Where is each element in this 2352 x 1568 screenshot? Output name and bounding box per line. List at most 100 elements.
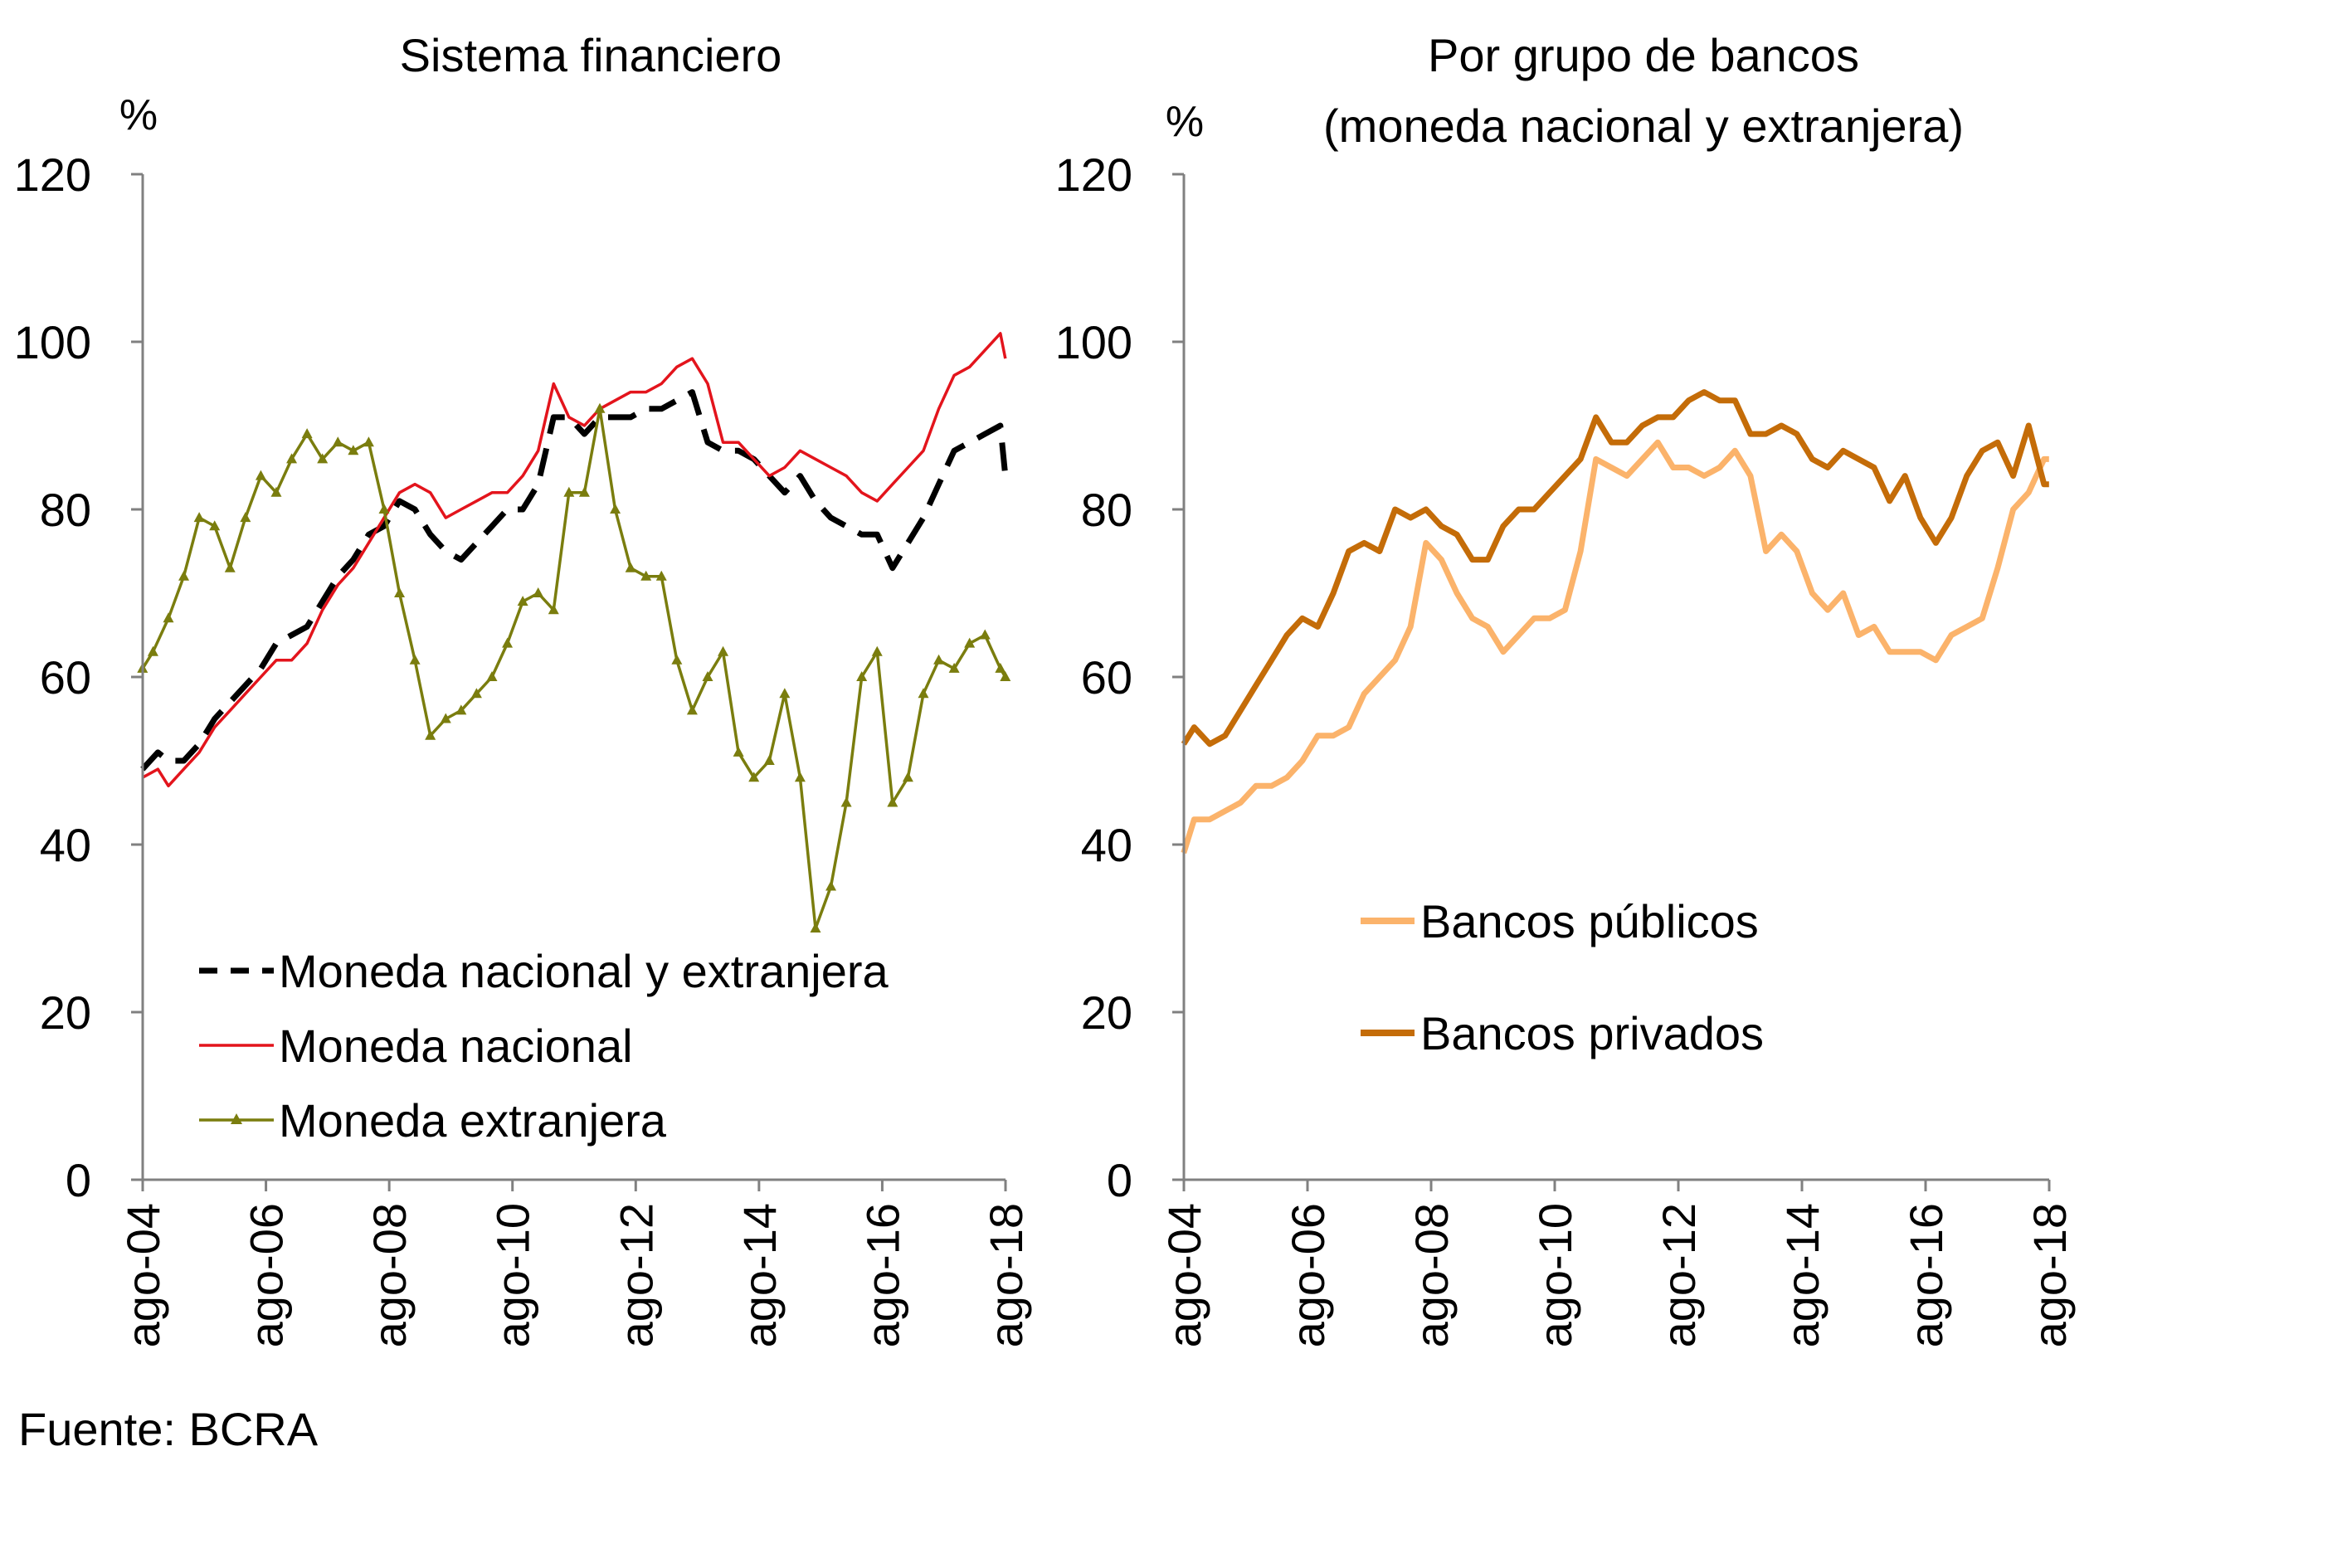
data-point-marker [718, 645, 729, 656]
data-point-marker [425, 729, 436, 740]
x-tick-label: ago-16 [1900, 1203, 1952, 1347]
x-tick-label: ago-08 [1405, 1203, 1458, 1347]
data-point-marker [363, 436, 374, 447]
data-point-marker [240, 512, 251, 523]
data-point-marker [394, 587, 406, 597]
data-point-marker [594, 402, 606, 413]
data-point-marker [548, 604, 559, 615]
x-tick-label: ago-06 [241, 1203, 293, 1347]
x-tick-label: ago-10 [1529, 1203, 1581, 1347]
data-point-marker [378, 504, 390, 514]
y-tick-label: 40 [40, 819, 91, 871]
data-point-marker [470, 688, 482, 699]
y-tick-label: 120 [14, 149, 91, 201]
legend-label: Bancos públicos [1420, 895, 1759, 947]
series-line-moneda-nacional-y-extranjera [140, 389, 1009, 772]
data-point-marker [193, 512, 205, 523]
data-point-marker [209, 520, 221, 531]
data-point-marker [948, 662, 960, 673]
data-point-marker [995, 662, 1006, 673]
x-tick-label: ago-12 [610, 1203, 662, 1347]
x-tick-label: ago-12 [1653, 1203, 1705, 1347]
x-tick-label: ago-08 [363, 1203, 416, 1347]
data-point-marker [286, 453, 298, 464]
legend-marker [231, 1113, 242, 1124]
data-point-marker [887, 796, 898, 807]
data-point-marker [671, 654, 683, 665]
data-point-marker [763, 755, 775, 765]
y-tick-label: 80 [40, 484, 91, 536]
data-point-marker [348, 445, 359, 455]
y-tick-label: 80 [1081, 484, 1132, 536]
chart-title: Por grupo de bancos [1428, 29, 1859, 81]
data-point-marker [733, 746, 744, 757]
x-tick-label: ago-04 [1158, 1203, 1210, 1347]
data-point-marker [686, 704, 698, 715]
data-point-marker [270, 486, 282, 497]
chart-por-grupo-de-bancos: Por grupo de bancos (moneda nacional y e… [1055, 29, 2076, 1347]
y-tick-label: 60 [1081, 651, 1132, 704]
data-point-marker [964, 637, 976, 648]
data-point-marker [918, 688, 929, 699]
y-tick-label: 0 [66, 1154, 91, 1206]
data-point-marker [702, 671, 713, 681]
data-point-marker [856, 671, 868, 681]
x-tick-label: ago-06 [1282, 1203, 1334, 1347]
data-point-marker [147, 645, 158, 656]
x-tick-label: ago-18 [2023, 1203, 2076, 1347]
y-tick-label: 100 [14, 316, 91, 368]
data-point-marker [610, 504, 621, 514]
data-point-marker [178, 570, 190, 581]
data-point-marker [810, 923, 821, 933]
series-line-bancos-privados [1181, 389, 2049, 747]
data-point-marker [840, 796, 852, 807]
x-tick-label: ago-14 [733, 1203, 786, 1347]
y-tick-label: 20 [40, 986, 91, 1039]
data-point-marker [409, 654, 421, 665]
data-point-marker [301, 428, 313, 439]
data-point-marker [794, 772, 806, 782]
y-tick-label: 0 [1107, 1154, 1132, 1206]
data-point-marker [317, 453, 329, 464]
y-tick-label: 20 [1081, 986, 1132, 1039]
data-point-marker [640, 570, 652, 581]
y-tick-label: 40 [1081, 819, 1132, 871]
y-tick-label: 120 [1055, 149, 1132, 201]
data-point-marker [625, 562, 636, 572]
data-point-marker [224, 562, 236, 572]
y-tick-label: 100 [1055, 316, 1132, 368]
data-point-marker [748, 772, 760, 782]
data-point-marker [332, 436, 343, 447]
x-tick-label: ago-10 [487, 1203, 539, 1347]
x-tick-label: ago-04 [117, 1203, 169, 1347]
x-tick-label: ago-16 [856, 1203, 908, 1347]
legend-label: Moneda extranjera [279, 1094, 667, 1147]
data-point-marker [255, 470, 266, 480]
data-point-marker [517, 596, 528, 606]
chart-subtitle: (moneda nacional y extranjera) [1323, 100, 1964, 152]
chart-sistema-financiero: Sistema financiero % 0 20 40 60 80 100 120 ago-… [14, 29, 1032, 1347]
data-point-marker [1000, 671, 1011, 681]
source-note: Fuente: BCRA [18, 1403, 319, 1455]
data-point-marker [933, 654, 945, 665]
y-axis-unit: % [1166, 98, 1204, 146]
data-point-marker [578, 486, 590, 497]
x-tick-label: ago-14 [1776, 1203, 1829, 1347]
data-point-marker [163, 612, 174, 623]
data-point-marker [979, 629, 991, 640]
data-point-marker [455, 704, 467, 715]
legend-label: Bancos privados [1420, 1007, 1764, 1059]
data-point-marker [902, 772, 913, 782]
legend-label: Moneda nacional [279, 1020, 633, 1072]
series-line-moneda-extranjera [141, 407, 1007, 930]
legend-label: Moneda nacional y extranjera [279, 945, 889, 997]
y-tick-label: 60 [40, 651, 91, 704]
series-line-bancos-publicos [1181, 439, 2049, 855]
data-point-marker [655, 570, 667, 581]
data-point-marker [825, 880, 837, 891]
chart-title: Sistema financiero [400, 29, 782, 81]
x-tick-label: ago-18 [980, 1203, 1032, 1347]
data-point-marker [502, 637, 514, 648]
y-axis-unit: % [119, 91, 158, 139]
